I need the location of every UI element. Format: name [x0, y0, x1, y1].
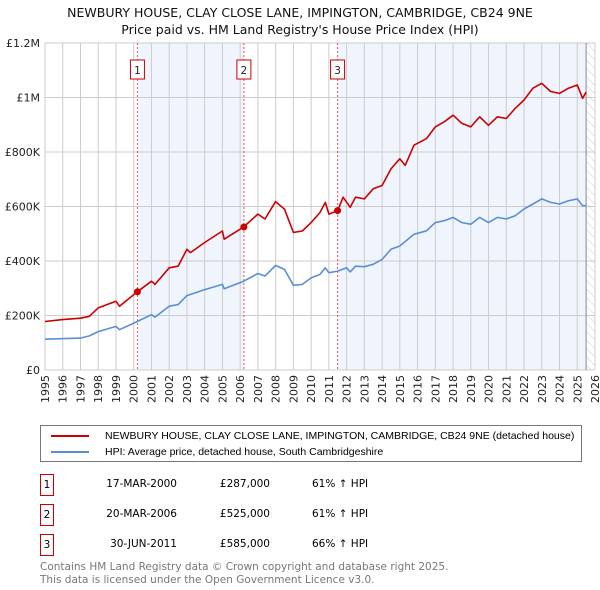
x-tick-label: 2018: [447, 375, 460, 403]
sale-marker-label: 3: [334, 65, 341, 77]
x-tick-label: 2025: [571, 375, 584, 403]
x-tick-label: 1998: [92, 375, 105, 403]
y-tick-label: £400K: [5, 255, 41, 268]
series-line-hpi: [44, 198, 587, 340]
y-tick-label: £1.2M: [6, 37, 40, 50]
sale-date: 20-MAR-2006: [106, 508, 177, 520]
sale-price: £585,000: [219, 538, 270, 550]
sale-hpi-diff: 61% ↑ HPI: [312, 508, 369, 520]
y-tick-label: £1M: [17, 92, 41, 105]
series-line-property: [44, 82, 587, 323]
y-tick-label: £200K: [5, 310, 41, 323]
x-tick-label: 2016: [412, 375, 425, 403]
y-tick-label: £0: [26, 364, 40, 377]
x-tick-label: 2023: [536, 375, 549, 403]
x-tick-label: 2020: [483, 375, 496, 403]
x-tick-label: 2026: [589, 375, 600, 403]
sale-point: [334, 207, 342, 215]
sale-number: 1: [40, 474, 54, 496]
x-tick-label: 2003: [181, 375, 194, 403]
sale-hpi-diff: 66% ↑ HPI: [312, 538, 369, 550]
x-tick-label: 2008: [270, 375, 283, 403]
sale-marker-label: 2: [241, 65, 248, 77]
sale-point: [133, 288, 141, 296]
x-tick-label: 2021: [500, 375, 513, 403]
legend-swatch-hpi: [51, 451, 89, 453]
legend-item-hpi: HPI: Average price, detached house, Sout…: [41, 444, 383, 460]
legend-item-property: NEWBURY HOUSE, CLAY CLOSE LANE, IMPINGTO…: [41, 428, 574, 444]
x-tick-label: 2013: [358, 375, 371, 403]
sale-date: 30-JUN-2011: [110, 538, 177, 550]
x-tick-label: 1995: [39, 375, 52, 403]
sale-hpi-diff: 61% ↑ HPI: [312, 478, 369, 490]
x-tick-label: 2000: [128, 375, 141, 403]
y-tick-label: £600K: [5, 201, 41, 214]
x-tick-label: 1997: [74, 375, 87, 403]
x-tick-label: 2022: [518, 375, 531, 403]
x-tick-label: 1999: [110, 375, 123, 403]
sale-row: 1 17-MAR-2000 £287,000 61% ↑ HPI: [40, 474, 440, 496]
sale-marker-box: [236, 59, 252, 80]
x-tick-label: 2005: [216, 375, 229, 403]
sale-row: 3 30-JUN-2011 £585,000 66% ↑ HPI: [40, 534, 440, 556]
x-tick-label: 2014: [376, 375, 389, 403]
x-tick-label: 2015: [394, 375, 407, 403]
x-tick-label: 2006: [234, 375, 247, 403]
x-tick-label: 1996: [57, 375, 70, 403]
plot: 1995 1996 1997 1998 1999 2000 2001 2002 2003 2004…: [5, 37, 600, 403]
sale-price: £287,000: [219, 478, 270, 490]
sale-point: [240, 223, 248, 231]
sale-row: 2 20-MAR-2006 £525,000 61% ↑ HPI: [40, 504, 440, 526]
x-tick-label: 2012: [341, 375, 354, 403]
chart-title: NEWBURY HOUSE, CLAY CLOSE LANE, IMPINGTO…: [67, 5, 533, 20]
sale-price: £525,000: [219, 508, 270, 520]
x-tick-label: 2010: [305, 375, 318, 403]
x-tick-label: 2002: [163, 375, 176, 403]
x-tick-label: 2009: [287, 375, 300, 403]
x-tick-label: 2011: [323, 375, 336, 403]
footer-licence: This data is licensed under the Open Gov…: [40, 574, 375, 586]
footer-copyright: Contains HM Land Registry data © Crown c…: [40, 561, 449, 573]
x-tick-label: 2024: [554, 375, 567, 403]
sale-number: 3: [40, 534, 54, 556]
sale-date: 17-MAR-2000: [106, 478, 177, 490]
x-tick-label: 2007: [252, 375, 265, 403]
chart-subtitle: Price paid vs. HM Land Registry's House …: [121, 22, 479, 37]
legend-label-hpi: HPI: Average price, detached house, Sout…: [105, 446, 384, 458]
x-tick-label: 2004: [199, 375, 212, 403]
legend: NEWBURY HOUSE, CLAY CLOSE LANE, IMPINGTO…: [40, 425, 582, 462]
y-tick-label: £800K: [5, 146, 41, 159]
legend-swatch-property: [51, 435, 89, 437]
x-tick-label: 2017: [429, 375, 442, 403]
x-tick-label: 2001: [145, 375, 158, 403]
sale-marker-label: 1: [134, 65, 141, 77]
sale-number: 2: [40, 504, 54, 526]
sale-marker-box: [330, 59, 346, 80]
x-tick-label: 2019: [465, 375, 478, 403]
sale-marker-box: [129, 59, 145, 80]
legend-label-property: NEWBURY HOUSE, CLAY CLOSE LANE, IMPINGTO…: [105, 430, 575, 442]
